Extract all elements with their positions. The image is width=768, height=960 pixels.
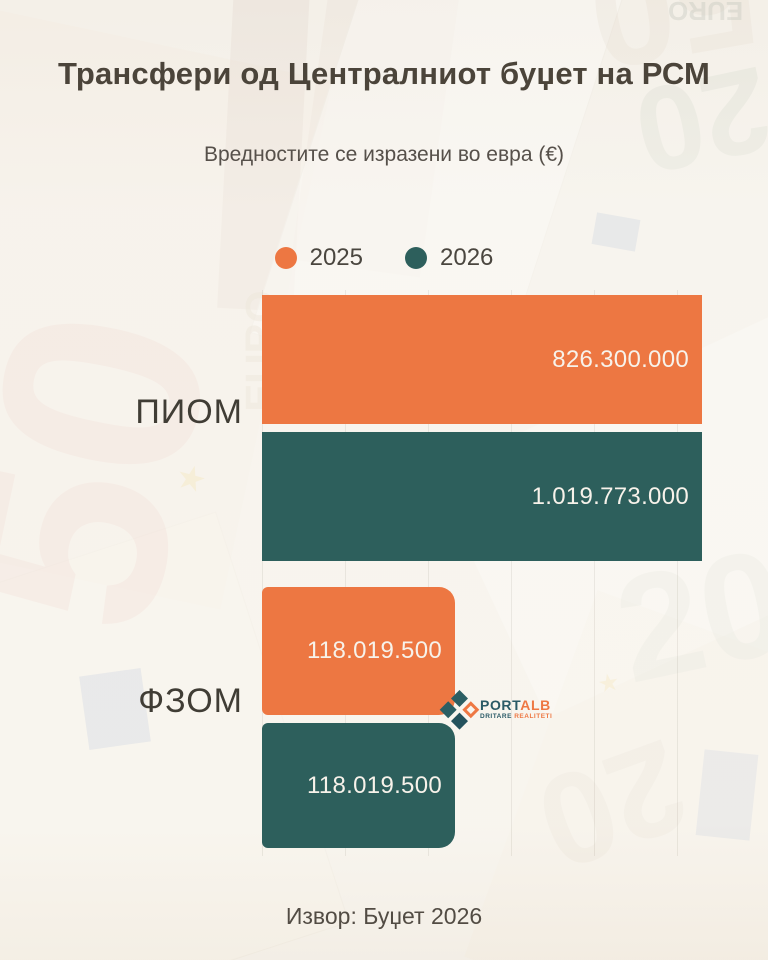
portalb-diamonds-icon xyxy=(438,689,482,733)
tagline-word-2: REALITETI xyxy=(514,713,553,720)
gridline xyxy=(594,290,595,856)
category-label-fzom: ФЗОМ xyxy=(138,682,243,720)
legend-label-2025: 2025 xyxy=(309,244,363,271)
legend-dot-2026-icon xyxy=(405,247,427,269)
legend-item-2025: 2025 xyxy=(274,244,363,272)
legend-label-2026: 2026 xyxy=(440,244,494,271)
logo-word-alb: ALB xyxy=(520,697,551,713)
legend: 2025 2026 xyxy=(0,244,768,272)
bar-value-fzom-2026: 118.019.500 xyxy=(307,771,442,799)
portalb-logo-text: PORTALB DRITARE REALITETI xyxy=(480,698,552,721)
gridline xyxy=(511,290,512,856)
bar-value-piom-2025: 826.300.000 xyxy=(552,345,689,373)
bar-value-fzom-2025: 118.019.500 xyxy=(307,637,442,664)
bar-piom-2025: 826.300.000 xyxy=(262,295,702,424)
gridline xyxy=(677,290,678,856)
gridline xyxy=(345,290,346,856)
portalb-tagline: DRITARE REALITETI xyxy=(480,713,553,721)
logo-word-port: PORT xyxy=(480,697,521,713)
portalb-wordmark: PORTALB xyxy=(480,698,552,712)
source-caption: Извор: Буџет 2026 xyxy=(285,903,483,929)
chart-subtitle: Вредностите се изразени во евра (€) xyxy=(203,143,565,166)
diamond-orange-outline xyxy=(462,701,480,719)
bar-fzom-2025: 118.019.500 xyxy=(262,587,455,715)
chart-title: Трансфери од Централниот буџет на РСМ xyxy=(57,56,711,91)
gridline xyxy=(428,290,429,856)
legend-item-2026: 2026 xyxy=(405,244,493,272)
gridline xyxy=(262,290,263,856)
tagline-word-1: DRITARE xyxy=(480,713,512,720)
legend-dot-2025-icon xyxy=(274,247,297,269)
bar-fzom-2026: 118.019.500 xyxy=(262,723,455,848)
category-label-piom: ПИОМ xyxy=(135,393,243,431)
bar-piom-2026: 1.019.773.000 xyxy=(262,432,702,561)
bar-value-piom-2026: 1.019.773.000 xyxy=(531,482,689,510)
portalb-logo: PORTALB DRITARE REALITETI xyxy=(439,689,552,730)
